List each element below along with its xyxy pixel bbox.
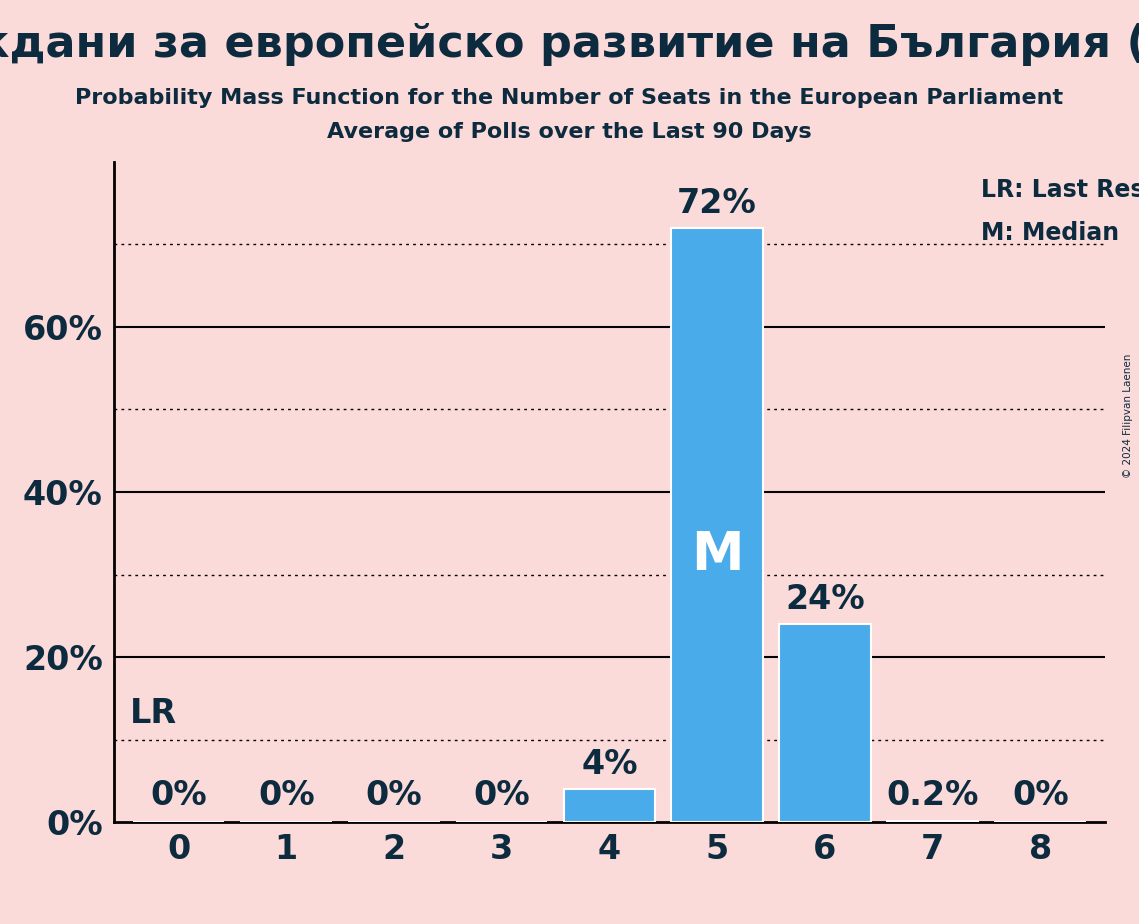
Text: 0%: 0%: [1011, 780, 1068, 812]
Text: M: M: [691, 529, 744, 581]
Text: 0%: 0%: [474, 780, 530, 812]
Text: Граждани за европейско развитие на България (EPP): Граждани за европейско развитие на Бълга…: [0, 23, 1139, 67]
Text: Average of Polls over the Last 90 Days: Average of Polls over the Last 90 Days: [327, 122, 812, 142]
Text: 0%: 0%: [150, 780, 207, 812]
Text: LR: Last Result: LR: Last Result: [981, 178, 1139, 202]
Text: LR: LR: [130, 697, 178, 730]
Text: 0%: 0%: [366, 780, 423, 812]
Text: M: Median: M: Median: [981, 221, 1120, 245]
Text: 0.2%: 0.2%: [886, 780, 978, 812]
Text: © 2024 Filipvan Laenen: © 2024 Filipvan Laenen: [1123, 354, 1133, 478]
Text: 4%: 4%: [581, 748, 638, 781]
Text: 24%: 24%: [785, 583, 865, 616]
Text: 72%: 72%: [678, 187, 757, 220]
Text: 0%: 0%: [257, 780, 314, 812]
Bar: [671, 228, 763, 822]
Bar: [887, 821, 978, 822]
Bar: [779, 625, 870, 822]
Bar: [564, 789, 655, 822]
Text: Probability Mass Function for the Number of Seats in the European Parliament: Probability Mass Function for the Number…: [75, 88, 1064, 108]
